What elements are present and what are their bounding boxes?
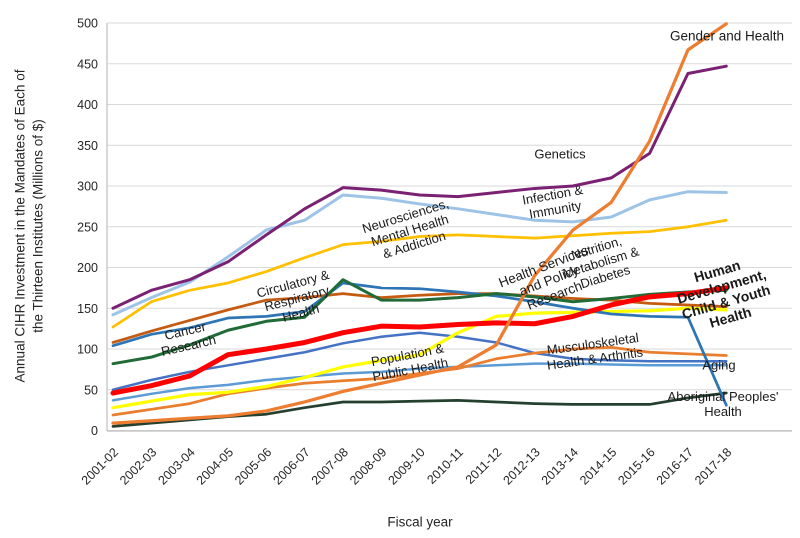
y-tick-label-250: 250 — [77, 220, 98, 234]
x-tick-label-2007-08: 2007-08 — [309, 445, 351, 487]
series-line-gender-and-health — [111, 22, 728, 425]
series-label-genetics: Genetics — [534, 146, 586, 162]
series-line-genetics — [111, 64, 728, 310]
y-tick-label-500: 500 — [77, 17, 98, 31]
series-line-population-public-health — [111, 331, 728, 391]
series-label-gender-and-health: Gender and Health — [669, 28, 785, 44]
y-tick-label-200: 200 — [77, 261, 98, 275]
y-tick-label-0: 0 — [91, 424, 98, 438]
y-axis-title-line1: Annual CIHR Investment in the Mandates o… — [12, 69, 28, 383]
x-tick-label-2005-06: 2005-06 — [232, 445, 274, 487]
series-line-musculoskeletal-health-arthritis — [111, 362, 728, 402]
series-line-aboriginal-peoples-health — [111, 391, 728, 428]
series-line-human-development-child-youth-health — [110, 285, 729, 396]
series-line-cancer-research — [111, 281, 728, 407]
x-tick-label-2006-07: 2006-07 — [270, 445, 312, 487]
y-tick-label-100: 100 — [77, 343, 98, 357]
x-axis-title: Fiscal year — [387, 514, 453, 530]
x-tick-label-2004-05: 2004-05 — [194, 445, 236, 487]
y-axis-title-line2: the Thirteen Institutes (Millions of $) — [30, 119, 46, 333]
series-line-infection-immunity — [111, 190, 728, 317]
x-tick-label-2012-13: 2012-13 — [500, 445, 542, 487]
x-tick-label-2017-18: 2017-18 — [692, 445, 734, 487]
x-tick-label-2016-17: 2016-17 — [654, 445, 696, 487]
series-line-neurosciences-mental-health-addiction — [111, 218, 728, 329]
x-tick-label-2003-04: 2003-04 — [155, 445, 197, 487]
y-tick-label-300: 300 — [77, 180, 98, 194]
x-tick-label-2001-02: 2001-02 — [79, 445, 121, 487]
x-tick-label-2011-12: 2011-12 — [463, 445, 505, 487]
x-tick-label-2009-10: 2009-10 — [385, 445, 427, 487]
series-label-aging: Aging — [702, 357, 736, 373]
y-tick-label-400: 400 — [77, 98, 98, 112]
y-tick-label-350: 350 — [77, 139, 98, 153]
x-tick-label-2013-14: 2013-14 — [539, 445, 581, 487]
x-tick-label-2002-03: 2002-03 — [117, 445, 159, 487]
x-tick-label-2010-11: 2010-11 — [424, 445, 466, 487]
series-label-aboriginal-peoples-health: Aboriginal Peoples' Health — [667, 389, 779, 419]
series-line-health-services-policy-research — [111, 306, 728, 410]
y-tick-label-450: 450 — [77, 57, 98, 71]
x-tick-label-2008-09: 2008-09 — [347, 445, 389, 487]
y-tick-label-150: 150 — [77, 302, 98, 316]
x-tick-label-2014-15: 2014-15 — [577, 445, 619, 487]
y-tick-label-50: 50 — [84, 383, 98, 397]
series-line-circulatory-respiratory-health — [111, 278, 728, 366]
x-tick-label-2015-16: 2015-16 — [615, 445, 657, 487]
